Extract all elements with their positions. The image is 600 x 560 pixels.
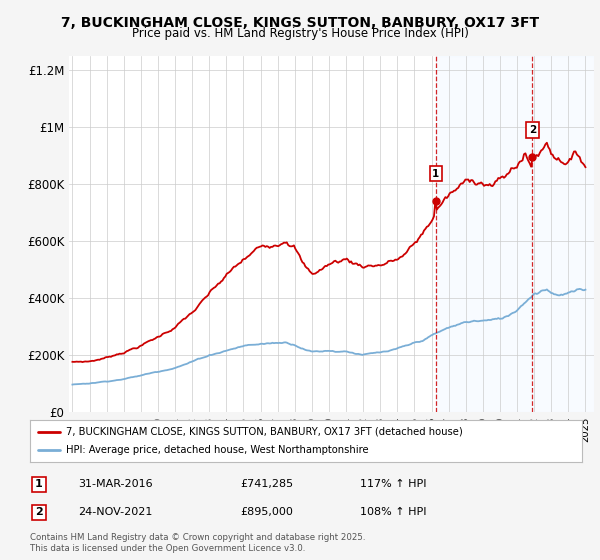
Text: £741,285: £741,285 [240, 479, 293, 489]
Text: 108% ↑ HPI: 108% ↑ HPI [360, 507, 427, 517]
Text: HPI: Average price, detached house, West Northamptonshire: HPI: Average price, detached house, West… [66, 445, 368, 455]
Text: 2: 2 [35, 507, 43, 517]
Text: 31-MAR-2016: 31-MAR-2016 [78, 479, 152, 489]
Text: 2: 2 [529, 125, 536, 135]
Text: 1: 1 [35, 479, 43, 489]
Text: Price paid vs. HM Land Registry's House Price Index (HPI): Price paid vs. HM Land Registry's House … [131, 27, 469, 40]
Text: 7, BUCKINGHAM CLOSE, KINGS SUTTON, BANBURY, OX17 3FT (detached house): 7, BUCKINGHAM CLOSE, KINGS SUTTON, BANBU… [66, 427, 463, 437]
Bar [436, 56, 594, 412]
Text: 117% ↑ HPI: 117% ↑ HPI [360, 479, 427, 489]
Text: 1: 1 [432, 169, 439, 179]
Text: 7, BUCKINGHAM CLOSE, KINGS SUTTON, BANBURY, OX17 3FT: 7, BUCKINGHAM CLOSE, KINGS SUTTON, BANBU… [61, 16, 539, 30]
Text: Contains HM Land Registry data © Crown copyright and database right 2025.
This d: Contains HM Land Registry data © Crown c… [30, 533, 365, 553]
Text: 24-NOV-2021: 24-NOV-2021 [78, 507, 152, 517]
Text: £895,000: £895,000 [240, 507, 293, 517]
